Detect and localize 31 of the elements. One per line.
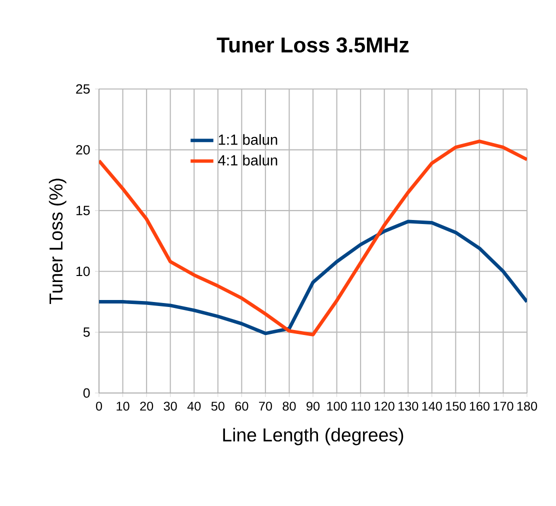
y-tick-label: 15 [76,206,90,216]
y-tick-label: 25 [76,84,90,94]
y-tick-label: 0 [83,388,90,398]
x-tick-label: 150 [446,402,466,411]
x-tick-label: 160 [470,402,490,411]
chart-title: Tuner Loss 3.5MHz [216,37,409,53]
x-tick-label: 50 [211,402,224,411]
x-axis-title: Line Length (degrees) [223,428,404,446]
y-tick-label: 10 [76,266,90,276]
x-tick-label: 10 [116,402,130,411]
line-series [99,220,527,336]
x-tick-label: 130 [398,402,418,411]
x-tick-label: 110 [351,402,370,411]
x-tick-label: 90 [306,402,320,411]
x-tick-label: 80 [282,402,296,411]
x-tick-label: 40 [187,402,201,411]
y-tick-label: 20 [76,145,90,155]
x-tick-label: 180 [517,402,538,411]
x-tick-label: 20 [140,402,154,411]
x-tick-label: 120 [374,402,394,411]
y-axis-title: Tuner Loss (%) [48,178,66,304]
y-tick-label: 5 [83,328,90,337]
legend-label: 1:1 balun [218,134,278,145]
x-tick-label: 30 [164,402,177,411]
x-tick-label: 100 [327,402,347,411]
x-tick-label: 60 [235,402,248,411]
x-tick-label: 0 [96,402,102,411]
x-tick-label: 70 [259,402,272,411]
x-tick-label: 140 [422,402,442,411]
legend-label: 4:1 balun [218,154,278,166]
x-tick-label: 170 [494,402,514,411]
